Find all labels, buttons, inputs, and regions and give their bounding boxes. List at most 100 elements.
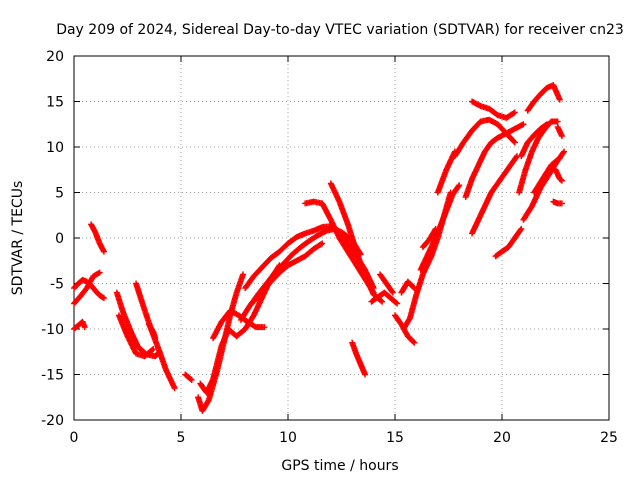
data-point xyxy=(557,176,564,183)
data-point xyxy=(555,155,562,162)
data-point xyxy=(187,376,194,383)
y-axis-label: SDTVAR / TECUs xyxy=(10,181,26,296)
data-point xyxy=(411,339,418,346)
data-point xyxy=(389,288,396,295)
data-point xyxy=(513,154,520,161)
data-point xyxy=(394,300,401,307)
chart-title: Day 209 of 2024, Sidereal Day-to-day VTE… xyxy=(56,22,624,38)
series-arc-19 xyxy=(349,339,369,378)
y-tick-label: 15 xyxy=(46,95,64,111)
data-point xyxy=(188,376,195,383)
y-tick-label: 5 xyxy=(55,186,64,202)
series-arc-4 xyxy=(88,221,107,255)
data-point xyxy=(556,154,563,161)
series-arc-12 xyxy=(210,307,268,342)
data-point xyxy=(379,298,386,305)
data-point xyxy=(150,346,157,353)
data-point xyxy=(558,133,565,140)
series-arc-1 xyxy=(71,276,107,302)
series-arc-28 xyxy=(451,116,518,160)
series-arc-9 xyxy=(182,371,195,383)
data-series xyxy=(71,82,568,414)
x-tick-label: 5 xyxy=(177,430,186,446)
data-point xyxy=(95,270,102,277)
x-tick-label: 15 xyxy=(386,430,404,446)
data-point xyxy=(554,118,561,125)
data-point xyxy=(456,182,463,189)
x-axis-label: GPS time / hours xyxy=(281,458,398,474)
series-arc-20 xyxy=(368,289,401,307)
series-arc-6 xyxy=(115,312,157,360)
series-arc-33 xyxy=(516,118,561,196)
series-arc-16 xyxy=(250,240,326,305)
data-point xyxy=(517,227,524,234)
data-point xyxy=(511,139,518,146)
data-point xyxy=(560,149,567,156)
x-tick-label: 0 xyxy=(70,430,79,446)
series-arc-2 xyxy=(71,269,103,307)
data-point xyxy=(431,227,438,234)
series-arc-39 xyxy=(552,166,565,184)
x-axis: 0 5 10 15 20 25 xyxy=(70,56,618,446)
y-tick-label: 10 xyxy=(46,140,64,156)
y-tick-label: 0 xyxy=(55,231,64,247)
series-arc-18 xyxy=(327,180,386,305)
series-arc-11 xyxy=(197,327,232,396)
series-arc-32 xyxy=(492,225,525,260)
series-arc-25 xyxy=(417,182,463,273)
series-arc-38 xyxy=(550,198,565,207)
y-axis: -20 -15 -10 -5 0 5 10 15 20 xyxy=(41,49,609,429)
data-point xyxy=(81,324,88,331)
data-point xyxy=(319,240,326,247)
data-point xyxy=(378,297,385,304)
data-point xyxy=(410,338,417,345)
data-point xyxy=(556,96,563,103)
data-point xyxy=(393,299,400,306)
data-point xyxy=(510,110,517,117)
data-point xyxy=(510,138,517,145)
x-tick-label: 10 xyxy=(279,430,297,446)
x-tick-label: 25 xyxy=(600,430,618,446)
data-point xyxy=(240,271,247,278)
data-point xyxy=(511,109,518,116)
y-tick-label: -15 xyxy=(41,368,64,384)
data-point xyxy=(261,324,268,331)
y-tick-label: -20 xyxy=(41,413,64,429)
data-point xyxy=(558,200,565,207)
data-point xyxy=(520,121,527,128)
data-point xyxy=(96,269,103,276)
y-tick-label: -10 xyxy=(41,322,64,338)
series-arc-21 xyxy=(377,271,396,296)
series-arc-31 xyxy=(469,153,520,237)
data-point xyxy=(100,248,107,255)
series-arc-34 xyxy=(524,82,563,114)
data-point xyxy=(518,225,525,232)
x-tick-label: 20 xyxy=(493,430,511,446)
y-tick-label: -5 xyxy=(50,277,64,293)
series-arc-5 xyxy=(113,289,163,360)
data-point xyxy=(362,371,369,378)
series-arc-26 xyxy=(419,225,439,251)
series-arc-8 xyxy=(145,321,159,342)
data-point xyxy=(100,295,107,302)
data-point xyxy=(318,241,325,248)
series-arc-40 xyxy=(554,123,565,140)
series-arc-29 xyxy=(469,98,518,121)
data-point xyxy=(389,289,396,296)
data-point xyxy=(432,225,439,232)
data-point xyxy=(561,148,568,155)
series-arc-23 xyxy=(398,278,418,296)
y-tick-label: 20 xyxy=(46,49,64,65)
series-arc-30 xyxy=(462,121,527,201)
data-point xyxy=(410,284,417,291)
series-arc-35 xyxy=(518,121,550,160)
data-point xyxy=(558,177,565,184)
series-arc-37 xyxy=(531,154,563,196)
series-arc-3 xyxy=(71,318,88,332)
data-point xyxy=(543,121,550,128)
data-point xyxy=(171,385,178,392)
data-point xyxy=(542,122,549,129)
data-point xyxy=(149,346,156,353)
